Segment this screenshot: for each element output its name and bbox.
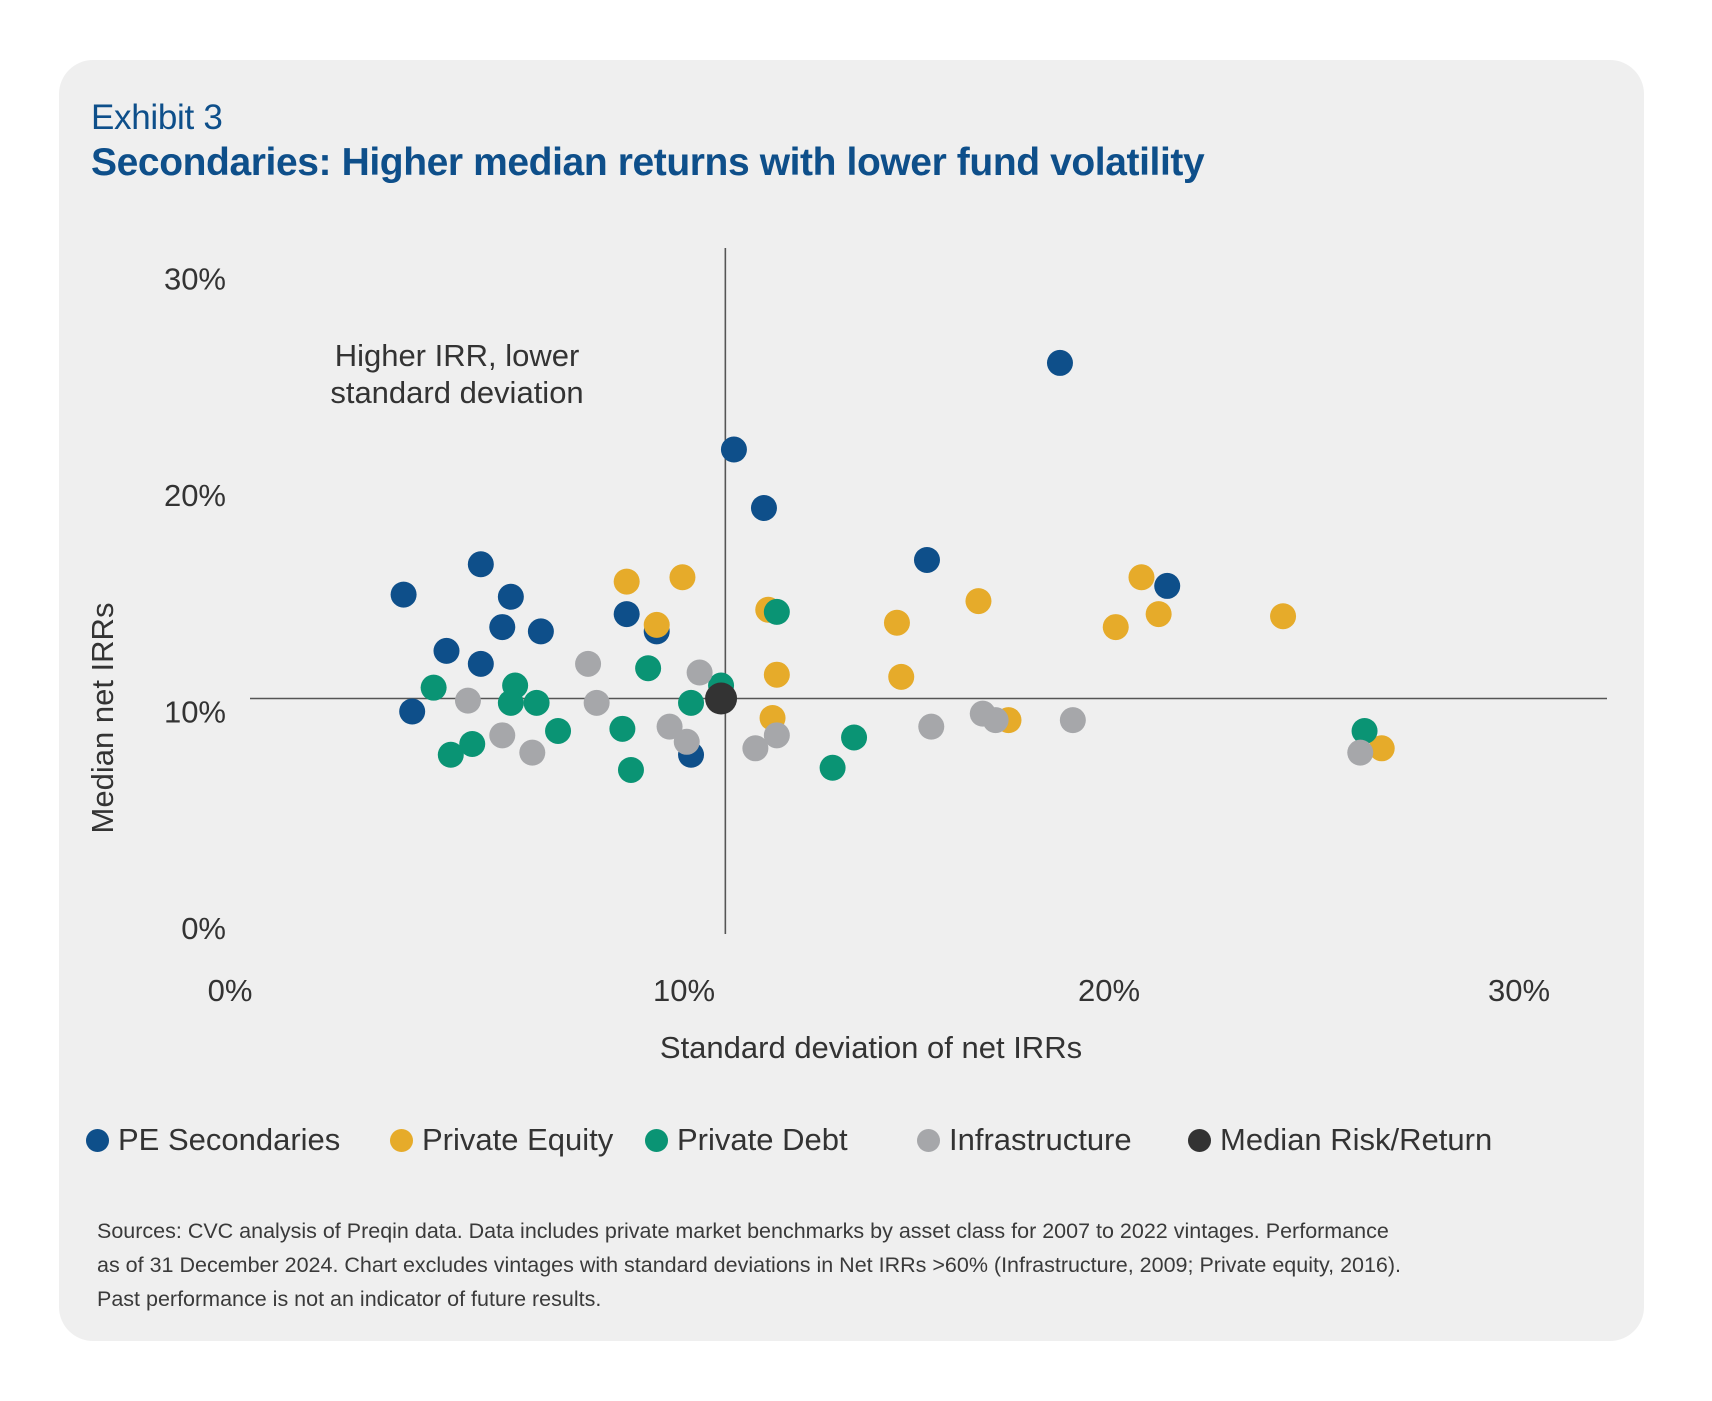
data-point bbox=[609, 715, 636, 742]
data-point bbox=[763, 598, 790, 625]
footnote-line: as of 31 December 2024. Chart excludes v… bbox=[97, 1253, 1402, 1277]
data-point bbox=[1351, 717, 1378, 744]
data-point bbox=[720, 436, 747, 463]
data-points bbox=[390, 349, 1395, 783]
legend-swatch-icon bbox=[645, 1128, 668, 1152]
data-point bbox=[613, 601, 640, 628]
data-point bbox=[965, 588, 992, 615]
legend-swatch-icon bbox=[86, 1128, 109, 1152]
data-point bbox=[1347, 739, 1374, 766]
annotation-line: Higher IRR, lower bbox=[335, 338, 580, 373]
data-point bbox=[918, 713, 945, 740]
y-axis-ticks: 0% 10% 20% 30% bbox=[164, 262, 226, 947]
data-point bbox=[913, 546, 940, 573]
y-tick-label: 10% bbox=[164, 695, 226, 730]
data-point bbox=[750, 494, 777, 521]
data-point bbox=[883, 609, 910, 636]
median-point bbox=[705, 682, 738, 715]
data-point bbox=[527, 618, 554, 645]
data-point bbox=[673, 728, 700, 755]
data-point bbox=[763, 722, 790, 749]
data-point bbox=[519, 739, 546, 766]
legend-label: PE Secondaries bbox=[118, 1122, 341, 1157]
data-point bbox=[433, 637, 460, 664]
data-point bbox=[497, 689, 524, 716]
data-point bbox=[669, 564, 696, 591]
data-point bbox=[763, 661, 790, 688]
data-point bbox=[635, 655, 662, 682]
data-point bbox=[1154, 572, 1181, 599]
series-pe-secondaries bbox=[390, 349, 1181, 768]
data-point bbox=[1128, 564, 1155, 591]
legend-item: Private Debt bbox=[645, 1118, 848, 1162]
data-point bbox=[613, 568, 640, 595]
legend-swatch-icon bbox=[1188, 1128, 1211, 1152]
data-point bbox=[420, 674, 447, 701]
footnote-line: Past performance is not an indicator of … bbox=[97, 1287, 602, 1311]
x-tick-label: 10% bbox=[653, 973, 715, 1008]
data-point bbox=[545, 717, 572, 744]
data-point bbox=[1145, 601, 1172, 628]
data-point bbox=[1102, 614, 1129, 641]
data-point bbox=[575, 650, 602, 677]
data-point bbox=[467, 551, 494, 578]
legend-label: Private Equity bbox=[422, 1122, 614, 1157]
x-tick-label: 0% bbox=[208, 973, 253, 1008]
data-point bbox=[497, 583, 524, 610]
exhibit-card bbox=[59, 60, 1644, 1341]
chart-title: Secondaries: Higher median returns with … bbox=[91, 141, 1205, 184]
legend-label: Infrastructure bbox=[949, 1122, 1132, 1157]
x-tick-label: 30% bbox=[1488, 973, 1550, 1008]
data-point bbox=[467, 650, 494, 677]
annotation-line: standard deviation bbox=[330, 375, 583, 410]
footnote-line: Sources: CVC analysis of Preqin data. Da… bbox=[97, 1219, 1389, 1243]
data-point bbox=[1270, 603, 1297, 630]
data-point bbox=[686, 659, 713, 686]
legend: PE Secondaries Private Equity Private Debt… bbox=[86, 1118, 1646, 1162]
data-point bbox=[1368, 735, 1395, 762]
data-point bbox=[390, 581, 417, 608]
series-median-risk-return bbox=[705, 682, 738, 715]
data-point bbox=[617, 756, 644, 783]
data-point bbox=[583, 689, 610, 716]
data-point bbox=[454, 687, 481, 714]
y-axis-title: Median net IRRs bbox=[85, 603, 120, 834]
exhibit-label: Exhibit 3 bbox=[91, 98, 223, 137]
legend-item: Private Equity bbox=[390, 1118, 613, 1162]
series-private-equity bbox=[613, 564, 1395, 762]
legend-item: PE Secondaries bbox=[86, 1118, 340, 1162]
data-point bbox=[437, 741, 464, 768]
data-point bbox=[1046, 349, 1073, 376]
data-point bbox=[489, 722, 516, 749]
data-point bbox=[489, 614, 516, 641]
data-point bbox=[742, 735, 769, 762]
data-point bbox=[399, 698, 426, 725]
footnote: Sources: CVC analysis of Preqin data. Da… bbox=[97, 1214, 1617, 1316]
data-point bbox=[841, 724, 868, 751]
legend-swatch-icon bbox=[390, 1128, 413, 1152]
data-point bbox=[459, 730, 486, 757]
legend-swatch-icon bbox=[917, 1128, 940, 1152]
legend-label: Median Risk/Return bbox=[1220, 1122, 1493, 1157]
x-axis-ticks: 0% 10% 20% 30% bbox=[208, 973, 1550, 1008]
data-point bbox=[643, 611, 670, 638]
y-tick-label: 0% bbox=[181, 911, 226, 946]
data-point bbox=[888, 663, 915, 690]
data-point bbox=[982, 707, 1009, 734]
data-point bbox=[1059, 707, 1086, 734]
x-tick-label: 20% bbox=[1078, 973, 1140, 1008]
x-axis-title: Standard deviation of net IRRs bbox=[660, 1030, 1082, 1065]
legend-item: Median Risk/Return bbox=[1188, 1118, 1492, 1162]
y-tick-label: 30% bbox=[164, 262, 226, 297]
data-point bbox=[656, 713, 683, 740]
data-point bbox=[678, 689, 705, 716]
series-infrastructure bbox=[454, 650, 1374, 766]
legend-item: Infrastructure bbox=[917, 1118, 1132, 1162]
data-point bbox=[819, 754, 846, 781]
y-tick-label: 20% bbox=[164, 478, 226, 513]
data-point bbox=[523, 689, 550, 716]
legend-label: Private Debt bbox=[677, 1122, 848, 1157]
